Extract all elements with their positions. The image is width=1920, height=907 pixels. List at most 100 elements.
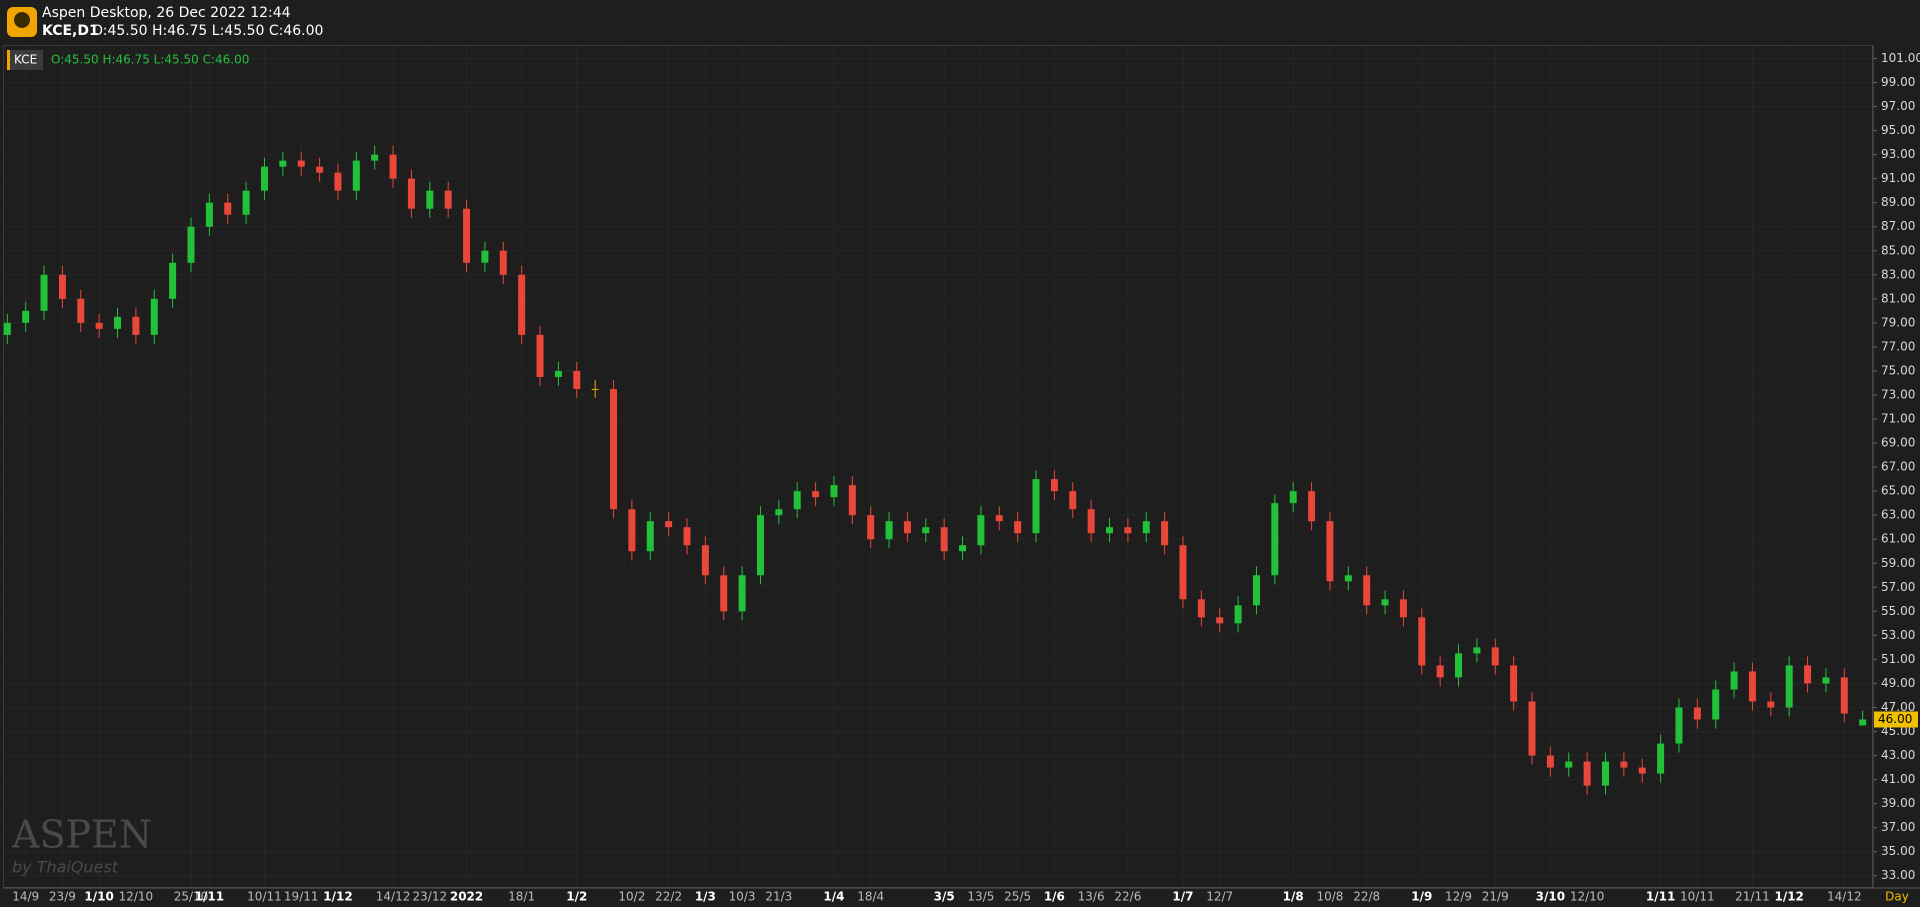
x-tick-label: 25/5	[1004, 890, 1031, 904]
candle-body	[1399, 599, 1407, 618]
candle-body	[775, 509, 783, 516]
candle-body	[701, 545, 709, 576]
y-tick-label: 77.00	[1881, 339, 1915, 353]
x-tick-label: 1/8	[1283, 890, 1304, 904]
x-tick-label: 12/7	[1206, 890, 1233, 904]
y-tick-label: 91.00	[1881, 171, 1915, 185]
candle-body	[959, 545, 967, 552]
legend-name: KCE	[14, 53, 37, 67]
y-tick-label: 41.00	[1881, 772, 1915, 786]
y-tick-label: 51.00	[1881, 652, 1915, 666]
x-tick-label: 1/7	[1172, 890, 1193, 904]
candle-body	[463, 208, 471, 263]
x-tick-label: 1/6	[1044, 890, 1065, 904]
x-tick-label: 21/11	[1735, 890, 1770, 904]
y-tick-label: 57.00	[1881, 580, 1915, 594]
y-tick-label: 59.00	[1881, 556, 1915, 570]
period-label[interactable]: Day	[1885, 890, 1909, 904]
candle-body	[1271, 503, 1279, 576]
y-tick-label: 93.00	[1881, 147, 1915, 161]
candle-body	[1601, 761, 1609, 786]
candle-body	[1840, 677, 1848, 714]
candle-body	[22, 310, 30, 323]
header-ohlc: O:45.50 H:46.75 L:45.50 C:46.00	[92, 23, 323, 39]
candle-body	[499, 250, 507, 275]
candle-body	[1565, 761, 1573, 768]
candle-body	[1583, 761, 1591, 786]
candle-body	[1326, 521, 1334, 582]
x-tick-label: 1/2	[566, 890, 587, 904]
x-tick-label: 19/11	[284, 890, 319, 904]
candle-body	[1546, 755, 1554, 768]
x-tick-label: 1/10	[84, 890, 113, 904]
x-tick-label: 23/12	[413, 890, 448, 904]
candle-body	[169, 262, 177, 299]
candle-body	[1252, 575, 1260, 606]
x-tick-label: 10/2	[618, 890, 645, 904]
legend-ohlc: O:45.50 H:46.75 L:45.50 C:46.00	[51, 53, 249, 67]
candle-body	[1455, 653, 1463, 678]
candle-body	[1344, 575, 1352, 582]
x-tick-label: 13/6	[1078, 890, 1105, 904]
y-tick-label: 85.00	[1881, 243, 1915, 257]
candle-body	[1620, 761, 1628, 768]
candle-body	[1491, 647, 1499, 666]
x-tick-label: 21/3	[765, 890, 792, 904]
x-tick-label: 22/8	[1353, 890, 1380, 904]
candle-body	[1308, 491, 1316, 522]
candle-body	[224, 202, 232, 215]
candle-body	[1050, 479, 1058, 492]
legend-box	[7, 50, 43, 70]
candle-body	[352, 160, 360, 191]
candle-body	[407, 178, 415, 209]
candle-body	[1381, 599, 1389, 606]
candle-body	[610, 388, 618, 510]
candle-body	[1638, 767, 1646, 774]
candle-body	[1197, 599, 1205, 618]
x-tick-label: 18/4	[857, 890, 884, 904]
y-tick-label: 65.00	[1881, 484, 1915, 498]
x-tick-label: 1/9	[1411, 890, 1432, 904]
y-tick-label: 45.00	[1881, 724, 1915, 738]
candle-body	[977, 515, 985, 546]
candle-body	[1436, 665, 1444, 678]
candle-body	[1712, 689, 1720, 720]
symbol-label: KCE,D1	[42, 23, 99, 39]
y-tick-label: 43.00	[1881, 748, 1915, 762]
y-tick-label: 87.00	[1881, 219, 1915, 233]
logo-mark	[14, 12, 30, 28]
candle-body	[1473, 647, 1481, 654]
candle-body	[554, 370, 562, 377]
candle-body	[1859, 719, 1867, 726]
candle-body	[591, 388, 599, 390]
x-tick-label: 25/10	[174, 890, 209, 904]
app-title: Aspen Desktop, 26 Dec 2022 12:44	[42, 5, 291, 21]
candle-body	[1748, 671, 1756, 702]
candle-body	[793, 491, 801, 510]
candle-body	[242, 190, 250, 215]
x-tick-label: 22/2	[655, 890, 682, 904]
candle-body	[756, 515, 764, 576]
x-tick-label: 10/8	[1316, 890, 1343, 904]
y-tick-label: 97.00	[1881, 99, 1915, 113]
candle-body	[1014, 521, 1022, 534]
y-tick-label: 55.00	[1881, 604, 1915, 618]
x-tick-label: 3/10	[1536, 890, 1565, 904]
candle-body	[848, 485, 856, 516]
candle-body	[1785, 665, 1793, 708]
candle-body	[1289, 491, 1297, 504]
candle-body	[334, 172, 342, 191]
x-tick-label: 1/3	[695, 890, 716, 904]
legend-marker	[7, 50, 10, 70]
y-tick-label: 33.00	[1881, 868, 1915, 882]
candle-body	[426, 190, 434, 209]
candle-body	[95, 322, 103, 329]
x-tick-label: 1/4	[823, 890, 844, 904]
y-tick-label: 67.00	[1881, 460, 1915, 474]
y-tick-label: 79.00	[1881, 315, 1915, 329]
watermark: ASPEN	[11, 813, 152, 857]
candle-body	[1161, 521, 1169, 546]
